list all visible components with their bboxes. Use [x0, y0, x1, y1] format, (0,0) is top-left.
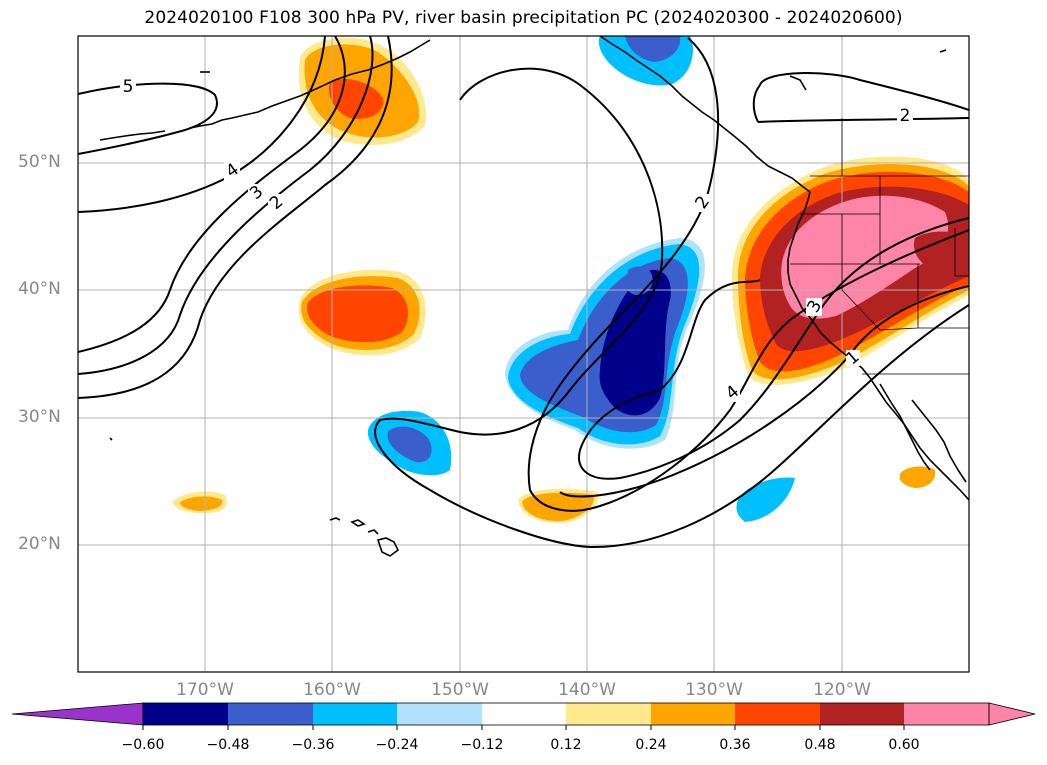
- contour-label: 2: [900, 106, 911, 126]
- lat-label: 20°N: [18, 534, 61, 554]
- coastlines: [99, 36, 969, 557]
- pos-anomaly-small-south: [518, 488, 599, 524]
- contour-label: 5: [123, 77, 134, 97]
- colorbar-tick-label: 0.48: [804, 737, 836, 753]
- neg-anomaly-gulf-alaska: [598, 36, 693, 86]
- colorbar-tick-label: −0.60: [121, 737, 165, 753]
- colorbar-tick-label: −0.24: [375, 737, 419, 753]
- pos-anomaly-baja: [899, 466, 936, 488]
- colorbar-segment: [820, 703, 904, 725]
- colorbar-tick-label: −0.48: [206, 737, 250, 753]
- colorbar-segment: [482, 703, 566, 725]
- neg-anomaly-small-southeast: [736, 477, 795, 522]
- lon-label: 150°W: [431, 680, 489, 700]
- map-frame: [77, 35, 970, 673]
- pos-anomaly-central-pacific: [298, 269, 426, 356]
- colorbar-tick-label: −0.12: [460, 737, 504, 753]
- colorbar-tick-label: 0.60: [888, 737, 920, 753]
- pos-anomaly-small-sw: [172, 491, 227, 514]
- colorbar-segment: [313, 703, 397, 725]
- state-borders: [790, 118, 969, 375]
- lon-label: 140°W: [558, 680, 616, 700]
- pv-contours: [78, 36, 969, 549]
- colorbar-segment: [735, 703, 820, 725]
- colorbar-segment: [228, 703, 313, 725]
- colorbar-segment: [904, 703, 989, 725]
- colorbar-tick-label: 0.12: [550, 737, 582, 753]
- neg-anomaly-main: [505, 238, 705, 449]
- colorbar-segment: [651, 703, 735, 725]
- lat-label: 40°N: [18, 279, 61, 299]
- colorbar-tick-label: −0.36: [291, 737, 335, 753]
- contour-label-group: 5 4 3 2 2 2 3 4 1: [120, 77, 913, 404]
- colorbar-segment: [566, 703, 651, 725]
- colorbar-segment: [397, 703, 482, 725]
- lat-label: 30°N: [18, 407, 61, 427]
- colorbar-segment: [143, 703, 228, 725]
- lon-label: 120°W: [813, 680, 871, 700]
- colorbar-extend-max: [988, 702, 1036, 726]
- colorbar-tick-label: 0.36: [719, 737, 751, 753]
- colorbar-extend-min: [11, 702, 144, 726]
- lon-label: 160°W: [303, 680, 361, 700]
- colorbar-tick-label: 0.24: [635, 737, 667, 753]
- lon-label: 170°W: [176, 680, 234, 700]
- map-title: 2024020100 F108 300 hPa PV, river basin …: [144, 8, 903, 28]
- lat-label: 50°N: [18, 152, 61, 172]
- lon-label: 130°W: [685, 680, 743, 700]
- colorbar: [11, 702, 1036, 730]
